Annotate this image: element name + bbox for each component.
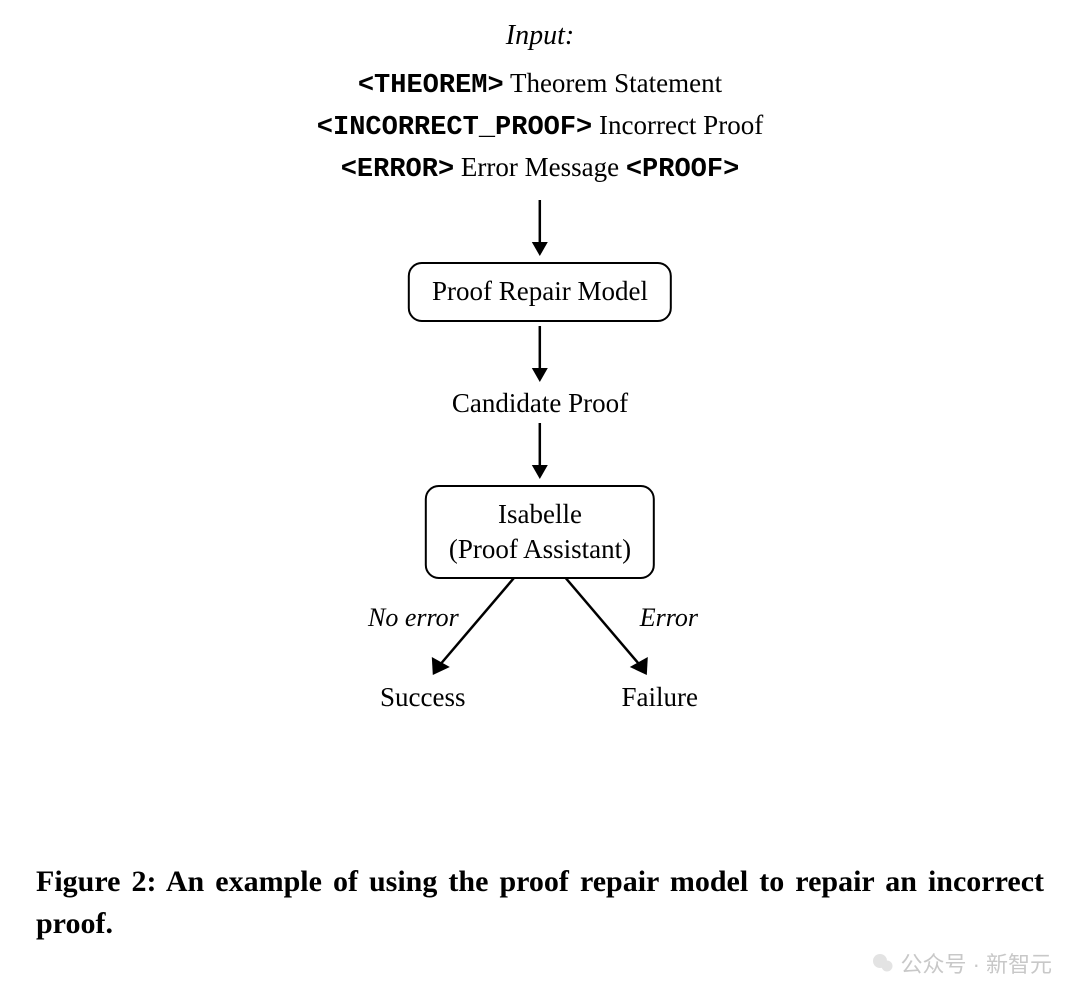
flowchart-container: Input: <THEOREM> Theorem Statement <INCO… bbox=[317, 20, 763, 717]
watermark-prefix: 公众号 · bbox=[901, 947, 980, 979]
proof-tag: <PROOF> bbox=[626, 155, 739, 185]
incorrect-proof-tag: <INCORRECT_PROOF> bbox=[317, 113, 592, 143]
theorem-desc: Theorem Statement bbox=[510, 68, 722, 98]
watermark-name: 新智元 bbox=[986, 947, 1052, 979]
input-heading: Input: bbox=[506, 20, 574, 52]
isabelle-line2: (Proof Assistant) bbox=[449, 534, 631, 564]
watermark: 公众号 · 新智元 bbox=[871, 947, 1052, 979]
wechat-icon bbox=[871, 951, 895, 975]
candidate-proof-node: Candidate Proof bbox=[452, 388, 628, 419]
repair-model-label: Proof Repair Model bbox=[432, 276, 648, 306]
repair-model-node: Proof Repair Model bbox=[408, 262, 672, 321]
success-outcome: Success bbox=[380, 682, 465, 713]
input-line-2: <INCORRECT_PROOF> Incorrect Proof bbox=[317, 106, 763, 148]
input-line-1: <THEOREM> Theorem Statement bbox=[317, 64, 763, 106]
arrow-icon bbox=[528, 326, 552, 384]
isabelle-node: Isabelle (Proof Assistant) bbox=[425, 485, 655, 579]
arrow-icon bbox=[528, 423, 552, 481]
error-desc: Error Message bbox=[461, 152, 619, 182]
error-label: Error bbox=[640, 603, 698, 633]
incorrect-proof-desc: Incorrect Proof bbox=[599, 110, 763, 140]
figure-caption: Figure 2: An example of using the proof … bbox=[36, 861, 1044, 945]
theorem-tag: <THEOREM> bbox=[358, 71, 504, 101]
error-tag: <ERROR> bbox=[341, 155, 454, 185]
branch-container: No error Error Success Failure bbox=[360, 577, 720, 717]
input-line-3: <ERROR> Error Message <PROOF> bbox=[317, 148, 763, 190]
no-error-label: No error bbox=[368, 603, 459, 633]
arrow-icon bbox=[528, 200, 552, 258]
failure-outcome: Failure bbox=[622, 682, 698, 713]
input-block: <THEOREM> Theorem Statement <INCORRECT_P… bbox=[317, 64, 763, 190]
isabelle-line1: Isabelle bbox=[498, 499, 582, 529]
